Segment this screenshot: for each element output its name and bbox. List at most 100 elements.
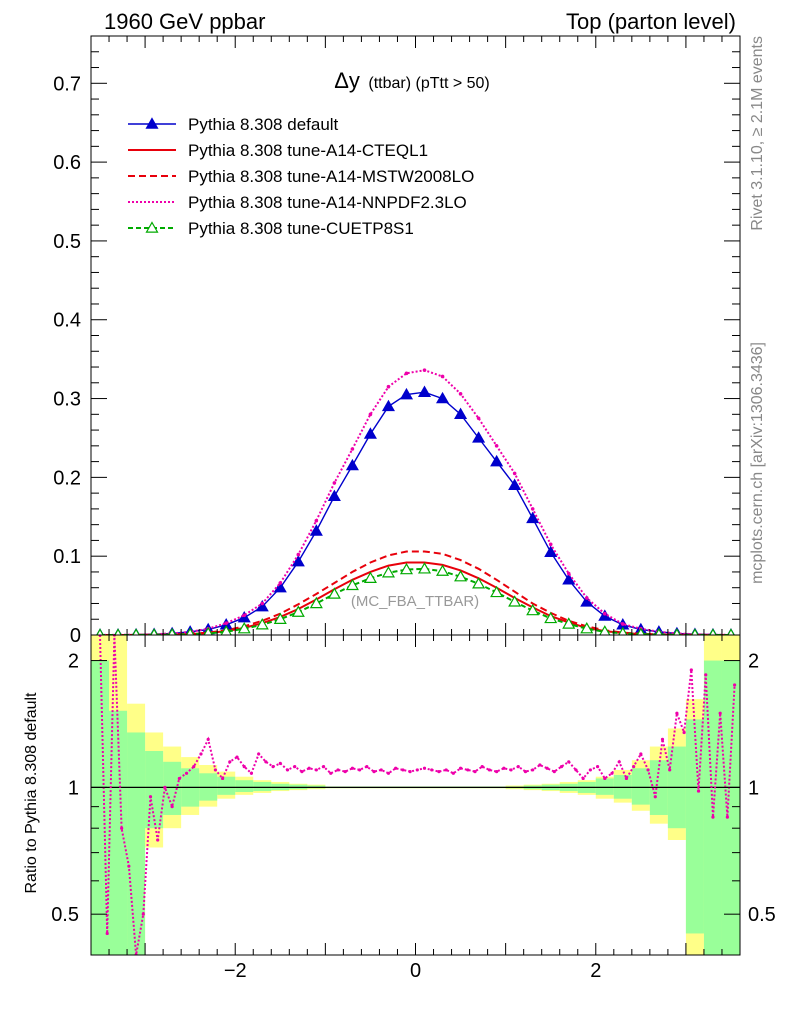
axes: −2 0 2 0 0.1 0.2 0.3 0.4 0.5 0.6 0.7 0.5 0.5 1 1 2 2 [51, 35, 776, 982]
series-3-point-9 [260, 601, 265, 606]
ratio-band-stat-26 [721, 660, 740, 955]
ratio-point-76 [646, 768, 650, 772]
ratio-point-64 [559, 765, 564, 769]
ratio-point-49 [451, 771, 455, 775]
ratio-point-37 [365, 765, 369, 769]
ratio-point-88 [732, 683, 737, 687]
series-4-point-19 [436, 564, 450, 576]
ratio-point-44 [415, 768, 419, 772]
ratio-point-84 [704, 673, 708, 677]
ratio-y-tick-label-left-1: 1 [68, 777, 79, 799]
series-3-point-27 [584, 596, 589, 600]
series-3-point-10 [278, 581, 283, 585]
header-right: Top (parton level) [566, 9, 736, 34]
series-4-point-0 [96, 628, 104, 635]
ratio-point-27 [293, 765, 297, 769]
ratio-point-36 [358, 768, 362, 772]
series-0-point-23 [508, 478, 522, 490]
ratio-point-33 [336, 768, 340, 772]
ratio-band-stat-4 [163, 761, 182, 815]
ratio-point-34 [343, 770, 347, 774]
series-4-point-3 [150, 628, 159, 635]
ratio-point-13 [192, 765, 196, 769]
ratio-point-72 [617, 760, 621, 764]
plot-title: Δy (ttbar) (pTtt > 50) [334, 68, 490, 93]
series-3-point-28 [602, 611, 607, 616]
ratio-point-12 [184, 771, 189, 775]
series-3-point-15 [368, 412, 373, 417]
ratio-point-79 [668, 768, 672, 772]
series-4-point-31 [654, 627, 663, 635]
series-0-point-24 [526, 511, 540, 524]
series-0-point-15 [363, 427, 377, 439]
ratio-point-68 [588, 768, 592, 772]
series-4-point-1 [114, 628, 122, 635]
ratio-point-42 [401, 768, 405, 772]
ratio-point-75 [639, 752, 643, 756]
ratio-point-41 [394, 766, 398, 770]
ratio-point-62 [545, 766, 549, 770]
ratio-point-35 [350, 766, 355, 770]
series-3-point-25 [548, 542, 553, 547]
header-left: 1960 GeV ppbar [104, 9, 265, 34]
series-3-point-8 [242, 613, 247, 618]
ratio-point-15 [206, 737, 210, 741]
x-tick-label-2: 2 [590, 960, 601, 982]
series-line-3 [99, 369, 732, 635]
series-4-point-21 [472, 577, 486, 589]
ratio-point-56 [502, 766, 506, 770]
series-4-point-2 [132, 628, 140, 635]
rivet-version-label: Rivet 3.1.10, ≥ 2.1M events [749, 36, 766, 231]
series-4-point-24 [526, 603, 540, 616]
series-3-point-29 [621, 622, 625, 626]
ratio-point-61 [538, 763, 542, 767]
ratio-point-69 [595, 765, 600, 769]
ratio-point-57 [509, 768, 513, 772]
ratio-point-81 [682, 730, 686, 735]
legend: Pythia 8.308 default Pythia 8.308 tune-A1… [128, 115, 474, 238]
main-panel: −2 0 2 0 0.1 0.2 0.3 0.4 0.5 0.6 0.7 0.5 0.5 1 1 2 2 (MC… [51, 35, 776, 982]
ratio-point-73 [624, 776, 629, 781]
ratio-point-43 [408, 770, 412, 774]
ratio-band-stat-7 [217, 776, 236, 795]
series-3-point-20 [458, 392, 463, 396]
ratio-band-stat-24 [685, 719, 704, 934]
ratio-point-21 [249, 771, 254, 775]
series-4-point-5 [185, 627, 195, 635]
ratio-point-3 [120, 826, 124, 830]
ratio-point-78 [660, 737, 665, 741]
series-3-point-26 [566, 571, 571, 576]
ratio-point-83 [696, 789, 701, 793]
ratio-point-24 [271, 765, 275, 769]
y-tick-label-0: 0 [70, 625, 81, 647]
series-3-point-11 [296, 552, 301, 557]
series-0-point-13 [327, 489, 341, 502]
ratio-point-32 [329, 771, 333, 775]
series-3-point-22 [494, 444, 499, 448]
series-4-point-28 [599, 625, 611, 635]
ratio-y-tick-label-left-2: 2 [68, 651, 79, 673]
ratio-point-17 [221, 776, 225, 781]
ratio-point-48 [444, 768, 448, 772]
ratio-band-stat-19 [595, 778, 614, 795]
ratio-point-66 [574, 768, 578, 772]
y-tick-label-2: 0.2 [53, 467, 81, 489]
legend-marker-0 [145, 117, 159, 129]
ratio-point-1 [105, 931, 109, 936]
legend-label-1: Pythia 8.308 tune-A14-CTEQL1 [188, 141, 428, 160]
ratio-point-63 [552, 770, 556, 774]
ratio-point-22 [257, 752, 261, 756]
legend-label-2: Pythia 8.308 tune-A14-MSTW2008LO [188, 167, 474, 186]
series-3-point-13 [332, 481, 337, 485]
ratio-point-46 [430, 768, 434, 772]
series-4-point-26 [562, 617, 576, 629]
series-4-point-6 [203, 626, 213, 635]
ratio-point-55 [495, 770, 499, 774]
series-4-point-30 [636, 627, 646, 635]
ratio-point-86 [718, 711, 722, 715]
ratio-point-16 [213, 768, 217, 772]
ratio-point-53 [480, 765, 484, 769]
series-4-point-23 [508, 595, 522, 607]
legend-label-4: Pythia 8.308 tune-CUETP8S1 [188, 219, 414, 238]
ratio-point-23 [264, 760, 268, 764]
